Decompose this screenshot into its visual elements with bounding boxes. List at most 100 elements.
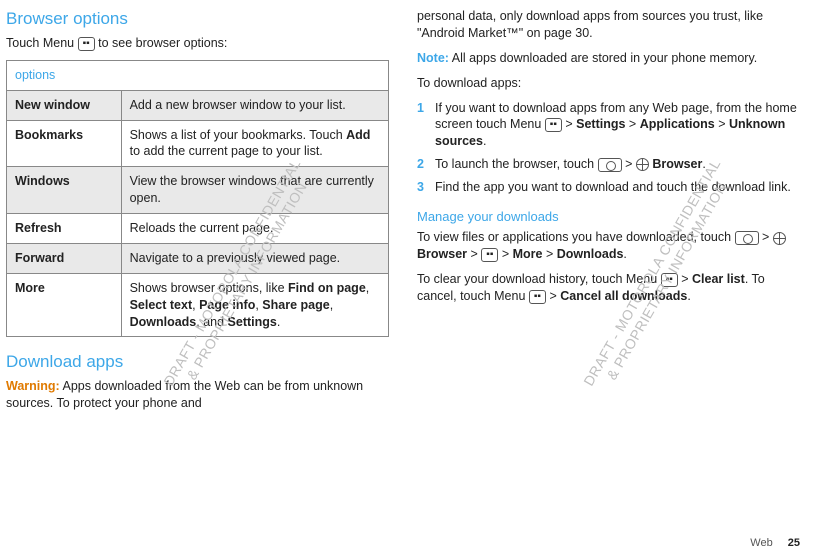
step-number: 3 [417,179,427,196]
txt: to add the current page to your list. [130,144,323,158]
bold: Add [346,128,370,142]
txt: > [715,117,729,131]
subsection-manage-downloads: Manage your downloads [417,208,800,226]
bold: Settings [576,117,625,131]
warning-paragraph: Warning: Apps downloaded from the Web ca… [6,378,389,412]
opt-key: More [7,273,122,337]
txt: Shows a list of your bookmarks. Touch [130,128,347,142]
txt: > [562,117,576,131]
bold: Downloads [130,315,197,329]
step-body: Find the app you want to download and to… [435,179,791,196]
bold: Page info [199,298,255,312]
txt: > [546,289,560,303]
opt-key: Windows [7,167,122,214]
manage-paragraph-1: To view files or applications you have d… [417,229,800,263]
home-icon [598,158,622,172]
menu-icon: ▪▪ [78,37,95,51]
opt-key: Bookmarks [7,120,122,167]
bold: Clear list [692,272,745,286]
opt-val: View the browser windows that are curren… [121,167,388,214]
to-download-heading: To download apps: [417,75,800,92]
list-item: 3 Find the app you want to download and … [417,179,800,196]
txt: > [498,247,512,261]
opt-val: Shows browser options, like Find on page… [121,273,388,337]
opt-val: Shows a list of your bookmarks. Touch Ad… [121,120,388,167]
txt: To launch the browser, touch [435,157,598,171]
globe-icon [773,232,786,245]
table-row: Forward Navigate to a previously viewed … [7,243,389,273]
menu-icon: ▪▪ [529,290,546,304]
download-steps: 1 If you want to download apps from any … [417,100,800,196]
table-row: New window Add a new browser window to y… [7,90,389,120]
bold: Browser [652,157,702,171]
txt: > [625,117,639,131]
note-paragraph: Note: All apps downloaded are stored in … [417,50,800,67]
table-row: Bookmarks Shows a list of your bookmarks… [7,120,389,167]
step-number: 2 [417,156,427,173]
page-footer: Web 25 [750,536,800,551]
footer-page-number: 25 [788,537,800,549]
txt: To view files or applications you have d… [417,230,735,244]
opt-key: Refresh [7,214,122,244]
table-row: Windows View the browser windows that ar… [7,167,389,214]
opt-val: Reloads the current page. [121,214,388,244]
page: DRAFT - MOTOROLA CONFIDENTIAL & PROPRIET… [0,0,818,557]
list-item: 1 If you want to download apps from any … [417,100,800,151]
bold: Applications [640,117,715,131]
txt: , and [196,315,227,329]
table-row: Refresh Reloads the current page. [7,214,389,244]
left-column: Browser options Touch Menu ▪▪ to see bro… [6,8,389,551]
footer-section: Web [750,537,772,549]
globe-icon [636,158,649,171]
bold: Share page [262,298,329,312]
table-row: More Shows browser options, like Find on… [7,273,389,337]
section-title-browser-options: Browser options [6,8,389,31]
txt: > [759,230,773,244]
menu-icon: ▪▪ [545,118,562,132]
txt: . [687,289,690,303]
txt: To clear your download history, touch Me… [417,272,661,286]
note-label: Note: [417,51,449,65]
home-icon [735,231,759,245]
step-body: If you want to download apps from any We… [435,100,800,151]
options-table-header: options [7,60,389,90]
bold: Cancel all downloads [560,289,687,303]
bold: Downloads [557,247,624,261]
txt: . [277,315,280,329]
txt: > [543,247,557,261]
warning-label: Warning: [6,379,60,393]
intro-line: Touch Menu ▪▪ to see browser options: [6,35,389,52]
opt-val: Navigate to a previously viewed page. [121,243,388,273]
warning-text: Apps downloaded from the Web can be from… [6,379,363,410]
menu-icon: ▪▪ [661,273,678,287]
note-text: All apps downloaded are stored in your p… [449,51,757,65]
intro-post: to see browser options: [98,36,227,50]
txt: . [623,247,626,261]
txt: . [483,134,486,148]
opt-val: Add a new browser window to your list. [121,90,388,120]
step-number: 1 [417,100,427,151]
txt: Shows browser options, like [130,281,288,295]
list-item: 2 To launch the browser, touch > Browser… [417,156,800,173]
txt: > [678,272,692,286]
options-table: options New window Add a new browser win… [6,60,389,338]
manage-paragraph-2: To clear your download history, touch Me… [417,271,800,305]
right-column: personal data, only download apps from s… [417,8,800,551]
txt: . [702,157,705,171]
txt: , [330,298,333,312]
section-title-download-apps: Download apps [6,351,389,374]
step-body: To launch the browser, touch > Browser. [435,156,706,173]
bold: Select text [130,298,193,312]
opt-key: Forward [7,243,122,273]
bold: Settings [228,315,277,329]
txt: > [622,157,636,171]
txt: , [366,281,369,295]
opt-key: New window [7,90,122,120]
menu-icon: ▪▪ [481,248,498,262]
intro-pre: Touch Menu [6,36,78,50]
txt: > [467,247,481,261]
bold: Browser [417,247,467,261]
continuation-text: personal data, only download apps from s… [417,8,800,42]
bold: Find on page [288,281,366,295]
bold: More [513,247,543,261]
